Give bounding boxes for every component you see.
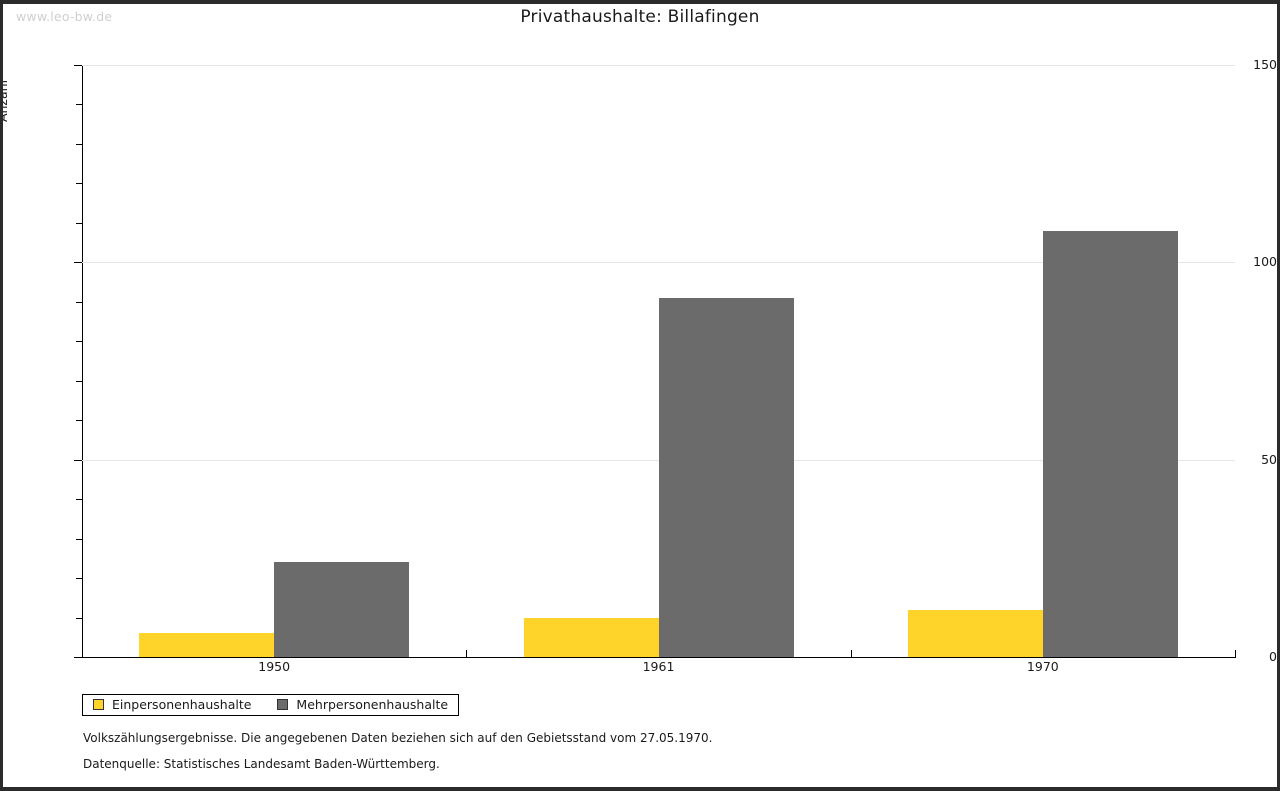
y-tick-major [74,65,82,66]
y-tick-minor [76,183,82,185]
y-tick-minor [76,104,82,106]
y-tick-minor [76,222,82,224]
legend-item-mehrpersonenhaushalte[interactable]: Mehrpersonenhaushalte [277,697,448,712]
y-tick-minor [76,143,82,145]
legend: Einpersonenhaushalte Mehrpersonenhaushal… [82,694,460,716]
gridline [82,262,1235,264]
bar-1961-einpersonenhaushalte[interactable] [523,617,659,657]
bar-1970-mehrpersonenhaushalte[interactable] [1042,230,1178,657]
y-tick-major [74,262,82,264]
bar-1961-mehrpersonenhaushalte[interactable] [658,297,794,657]
gridline [82,65,1235,66]
y-axis-line [82,65,83,658]
x-axis-end-tick [1235,650,1236,658]
bar-1950-einpersonenhaushalte[interactable] [139,633,275,657]
y-tick-label: 100 [1253,254,1277,270]
footnote-census-note: Volkszählungsergebnisse. Die angegebenen… [83,731,713,745]
footnote-data-source: Datenquelle: Statistisches Landesamt Bad… [83,757,440,771]
y-tick-minor [76,341,82,343]
bar-1970-einpersonenhaushalte[interactable] [907,609,1043,657]
y-tick-minor [76,420,82,422]
y-tick-major [74,459,82,461]
y-tick-minor [76,617,82,619]
y-tick-label: 50 [1261,451,1277,467]
y-tick-label: 0 [1269,649,1277,664]
bar-1950-mehrpersonenhaushalte[interactable] [274,562,410,657]
x-tick-separator [850,650,852,658]
x-tick-separator [466,650,468,658]
y-tick-minor [76,499,82,501]
x-tick-label: 1970 [1026,659,1059,674]
y-tick-label: 150 [1253,57,1277,72]
legend-label: Mehrpersonenhaushalte [296,697,449,712]
y-tick-minor [76,301,82,303]
plot-area [82,65,1235,657]
legend-swatch-yellow [93,699,104,710]
legend-item-einpersonenhaushalte[interactable]: Einpersonenhaushalte [93,697,251,712]
y-tick-minor [76,380,82,382]
y-tick-minor [76,538,82,540]
x-tick-label: 1961 [642,659,675,674]
legend-swatch-gray [277,699,289,710]
x-tick-label: 1950 [258,659,291,674]
y-axis-title: Anzahl [0,79,10,123]
legend-label: Einpersonenhaushalte [112,697,252,712]
watermark: www.leo-bw.de [16,9,113,24]
y-tick-minor [76,578,82,580]
chart-title: Privathaushalte: Billafingen [520,7,760,27]
x-axis-line [82,657,1236,658]
y-tick-major [74,657,82,658]
